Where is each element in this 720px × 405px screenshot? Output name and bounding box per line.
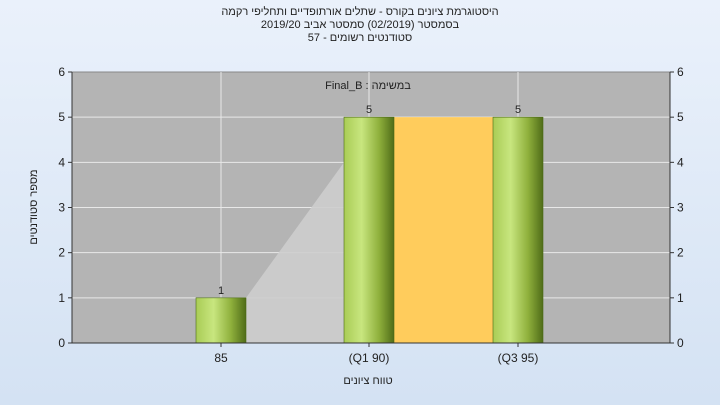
y-tick-left-6: 6	[58, 65, 65, 79]
data-label-1: 5	[366, 104, 372, 116]
chart-title: היסטוגרמת ציונים בקורס - שתלים אורתופדיי…	[221, 6, 499, 18]
bar-1	[343, 116, 395, 344]
y-tick-left-4: 4	[58, 155, 65, 169]
y-tick-right-4: 4	[677, 155, 684, 169]
cumulative-area	[246, 162, 344, 343]
y-tick-right-5: 5	[677, 110, 684, 124]
chart-annotation: במשימה : Final_B	[325, 80, 411, 92]
x-tick-0: 85	[214, 351, 228, 365]
chart-subtitle-semester: בסמסטר (02/2019) סמסטר אביב 2019/20	[260, 19, 460, 31]
y-tick-left-0: 0	[58, 336, 65, 350]
y-tick-right-6: 6	[677, 65, 684, 79]
bar-2	[492, 116, 544, 344]
y-tick-right-2: 2	[677, 246, 684, 260]
y-tick-left-3: 3	[58, 201, 65, 215]
x-tick-2: (Q3 95)	[498, 351, 539, 365]
y-tick-left-2: 2	[58, 246, 65, 260]
bar-0	[195, 297, 247, 344]
data-label-0: 1	[218, 285, 224, 297]
y-axis-label: מספר סטודנטים	[28, 169, 40, 244]
data-label-2: 5	[515, 104, 521, 116]
tick-labels: 0 0 1 1 2 2 3 3 4 4 5 5 6 6 85 (Q1 90) (Q3 95)	[58, 65, 684, 365]
quartile-band	[394, 117, 493, 344]
y-tick-right-1: 1	[677, 291, 684, 305]
x-tick-1: (Q1 90)	[349, 351, 390, 365]
y-tick-right-0: 0	[677, 336, 684, 350]
chart-header: היסטוגרמת ציונים בקורס - שתלים אורתופדיי…	[0, 6, 720, 45]
x-axis-label: טווח ציונים	[343, 375, 392, 387]
chart-subtitle-enrolled: סטודנטים רשומים - 57	[307, 32, 413, 44]
y-tick-left-5: 5	[58, 110, 65, 124]
y-tick-left-1: 1	[58, 291, 65, 305]
y-tick-right-3: 3	[677, 201, 684, 215]
